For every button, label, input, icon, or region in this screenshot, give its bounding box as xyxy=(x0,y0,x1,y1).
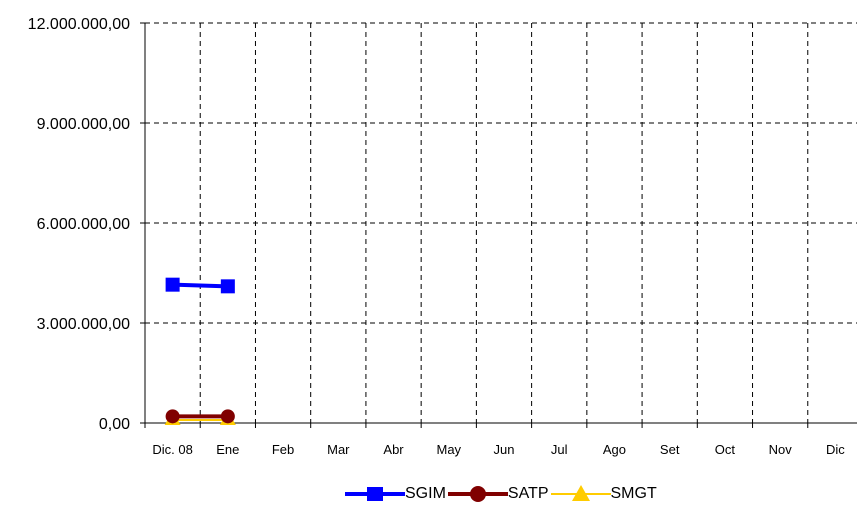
series-lines xyxy=(164,277,236,425)
x-tick-label: Oct xyxy=(715,442,736,457)
legend: SGIM SATP SMGT xyxy=(345,484,659,504)
y-tick-label: 3.000.000,00 xyxy=(37,316,131,333)
x-tick-label: Jun xyxy=(494,442,515,457)
y-tick-label: 9.000.000,00 xyxy=(37,116,131,133)
data-point-satp xyxy=(220,409,235,424)
legend-label-sgim: SGIM xyxy=(405,485,446,502)
x-tick-label: Ago xyxy=(603,442,626,457)
x-tick-label: Abr xyxy=(383,442,404,457)
x-tick-label: Mar xyxy=(327,442,350,457)
y-tick-label: 6.000.000,00 xyxy=(37,216,131,233)
data-point-sgim xyxy=(220,279,235,294)
y-tick-label: 0,00 xyxy=(99,416,130,433)
y-tick-label: 12.000.000,00 xyxy=(28,16,130,33)
y-axis-tick-labels: 0,00 3.000.000,00 6.000.000,00 9.000.000,00… xyxy=(28,16,130,433)
data-point-sgim xyxy=(165,277,180,292)
legend-label-smgt: SMGT xyxy=(610,485,657,502)
x-tick-label: Set xyxy=(660,442,680,457)
axes xyxy=(140,22,857,428)
x-tick-label: Feb xyxy=(272,442,294,457)
x-tick-label: May xyxy=(436,442,461,457)
x-tick-label: Jul xyxy=(551,442,568,457)
x-tick-label: Dic. 08 xyxy=(152,442,192,457)
legend-swatch-sgim xyxy=(345,487,405,501)
x-tick-label: Ene xyxy=(216,442,239,457)
data-point-satp xyxy=(165,409,180,424)
legend-swatch-smgt xyxy=(550,485,611,501)
legend-item-sgim: SGIM xyxy=(345,484,446,504)
legend-label-satp: SATP xyxy=(507,485,549,502)
x-tick-label: Dic xyxy=(826,442,845,457)
series-line-sgim xyxy=(172,282,228,289)
legend-swatch-satp xyxy=(447,486,508,502)
x-tick-label: Nov xyxy=(769,442,793,457)
legend-item-satp: SATP xyxy=(447,484,549,504)
grid-lines xyxy=(145,22,857,423)
legend-item-smgt: SMGT xyxy=(550,484,657,504)
x-axis-tick-labels: Dic. 08 Ene Feb Mar Abr May Jun Jul Ago Set Oct Nov… xyxy=(152,442,845,457)
